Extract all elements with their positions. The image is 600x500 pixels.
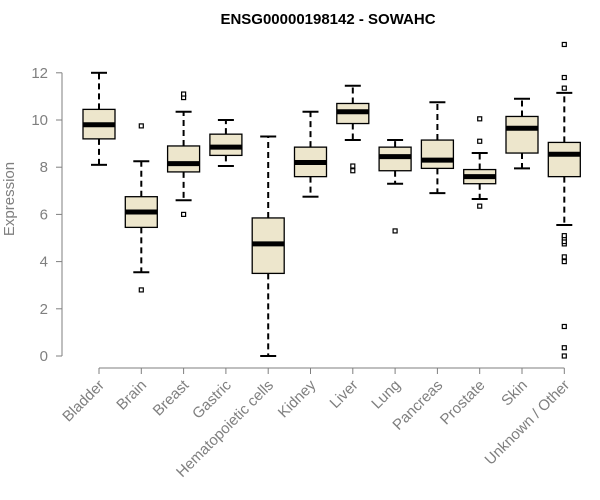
box-iqr — [505, 115, 539, 154]
y-tick-label: 8 — [40, 159, 48, 176]
chart-title: ENSG00000198142 - SOWAHC — [220, 11, 435, 28]
y-tick-label: 10 — [31, 112, 48, 129]
outlier-point — [181, 91, 187, 97]
outlier-point — [561, 233, 567, 239]
x-tick-label: Brain — [113, 377, 150, 414]
outlier-point — [561, 85, 567, 91]
outlier-point — [477, 138, 483, 144]
x-tick-label: Breast — [150, 376, 193, 419]
outlier-point — [561, 353, 567, 359]
outlier-point — [350, 168, 356, 174]
outlier-point — [477, 116, 483, 122]
y-axis-label: Expression — [1, 162, 18, 236]
outlier-point — [561, 345, 567, 351]
box-iqr — [420, 139, 455, 170]
outlier-point — [561, 41, 567, 48]
outlier-point — [561, 323, 567, 330]
outlier-point — [561, 259, 567, 265]
x-tick-label: Bladder — [59, 377, 108, 426]
outlier-point — [350, 163, 356, 169]
y-tick-label: 0 — [40, 348, 48, 365]
y-tick-label: 6 — [40, 206, 48, 223]
outlier-point — [392, 228, 398, 234]
x-tick-label: Prostate — [437, 377, 489, 429]
outlier-point — [477, 203, 483, 209]
outlier-point — [138, 287, 144, 293]
y-tick-label: 12 — [31, 65, 48, 82]
outlier-point — [561, 254, 567, 260]
outlier-point — [181, 211, 187, 217]
x-tick-label: Skin — [498, 377, 531, 410]
x-tick-label: Liver — [327, 377, 362, 412]
y-tick-label: 4 — [40, 254, 48, 271]
outlier-point — [138, 123, 144, 129]
outlier-point — [561, 74, 567, 81]
x-tick-label: Kidney — [275, 376, 320, 421]
y-tick-label: 2 — [40, 301, 48, 318]
box-iqr — [547, 141, 581, 178]
x-tick-label: Lung — [368, 377, 404, 413]
box-iqr — [166, 145, 201, 173]
